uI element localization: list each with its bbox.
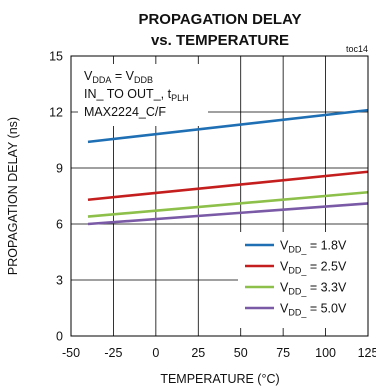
x-tick-label-3: 25 <box>191 346 205 360</box>
series-line-2 <box>87 190 369 218</box>
legend-label-2: VDD_ = 3.3V <box>280 281 347 297</box>
figure-tag: toc14 <box>346 44 368 54</box>
conditions-annotation: VDDA = VDDB IN_ TO OUT_, tPLH MAX2224_C/… <box>78 64 208 126</box>
x-tick-label-7: 125 <box>358 346 376 360</box>
plot-frame <box>70 55 369 337</box>
annotation-line1: VDDA = VDDB <box>84 69 153 85</box>
series-line-3 <box>87 202 369 226</box>
annotation-line1-main: V <box>84 69 93 83</box>
legend-label-0: VDD_ = 1.8V <box>280 239 347 255</box>
annotation-line1-sub1: DDA <box>92 75 111 85</box>
x-axis-label: TEMPERATURE (°C) <box>160 372 279 386</box>
chart-title-line2: vs. TEMPERATURE <box>151 32 289 49</box>
x-tick-label-1: -25 <box>104 346 122 360</box>
chart-title-line1: PROPAGATION DELAY <box>138 11 301 28</box>
y-tick-label-0: 0 <box>56 330 63 344</box>
y-tick-label-4: 12 <box>49 106 63 120</box>
legend-label-1: VDD_ = 2.5V <box>280 260 347 276</box>
annotation-line2-main: IN_ TO OUT_, t <box>84 87 172 101</box>
y-tick-label-2: 6 <box>56 218 63 232</box>
legend-background <box>238 232 368 328</box>
annotation-line1-sub2: DDB <box>134 75 153 85</box>
axis-ticks: -50 -25 0 25 50 75 100 125 0 3 6 9 12 15 <box>49 50 376 361</box>
y-tick-label-1: 3 <box>56 274 63 288</box>
annotation-line2: IN_ TO OUT_, tPLH <box>84 87 189 103</box>
legend-label-3: VDD_ = 5.0V <box>280 302 347 318</box>
y-axis-label: PROPAGATION DELAY (ns) <box>6 117 20 275</box>
y-tick-label-3: 9 <box>56 162 63 176</box>
series-line-1 <box>87 170 369 202</box>
series-line-0 <box>87 108 369 144</box>
x-tick-label-6: 100 <box>315 346 336 360</box>
y-tick-label-5: 15 <box>49 50 63 64</box>
annotation-line1-mid: = V <box>111 69 134 83</box>
x-tick-label-4: 50 <box>234 346 248 360</box>
legend: VDD_ = 1.8V VDD_ = 2.5V VDD_ = 3.3V VDD_ = … <box>238 232 368 328</box>
annotation-background <box>78 64 208 126</box>
series-lines <box>87 108 369 226</box>
annotation-line3: MAX2224_C/F <box>84 105 166 119</box>
x-tick-label-5: 75 <box>276 346 290 360</box>
annotation-line2-sub: PLH <box>171 93 189 103</box>
x-tick-label-2: 0 <box>152 346 159 360</box>
x-tick-label-0: -50 <box>62 346 80 360</box>
